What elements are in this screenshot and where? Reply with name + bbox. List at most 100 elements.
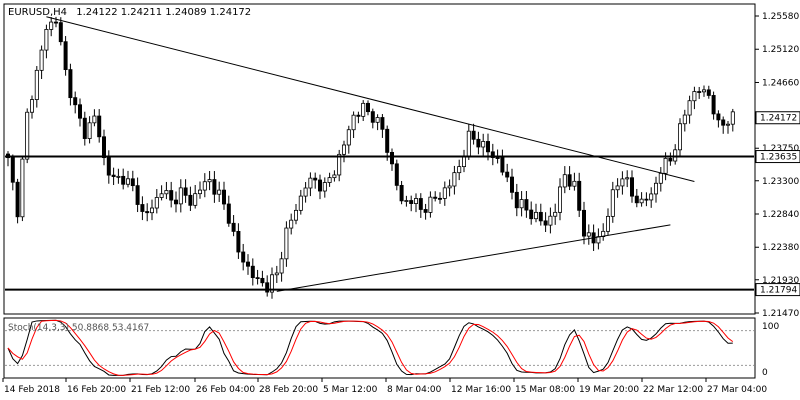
stochastic-oscillator — [5, 319, 754, 376]
candle-body — [293, 209, 298, 221]
candle-body — [567, 174, 572, 187]
candle-body — [457, 166, 462, 174]
candle-body — [678, 123, 683, 151]
candle-body — [322, 182, 327, 192]
candle-body — [687, 100, 692, 116]
candle-body — [543, 220, 548, 226]
time-tick-label: 22 Mar 12:00 — [643, 385, 703, 395]
candle-body — [34, 69, 39, 100]
main-chart-frame — [3, 3, 756, 315]
candle-body — [380, 117, 385, 130]
candle-body — [135, 185, 140, 205]
candle-body — [298, 195, 303, 211]
candle-body — [558, 186, 563, 213]
price-tick-label: 1.22380 — [762, 243, 799, 253]
candle-body — [394, 163, 399, 186]
candle-body — [716, 113, 721, 121]
candle-body — [289, 219, 294, 229]
candle-body — [514, 191, 519, 209]
candle-body — [437, 197, 442, 200]
time-tick-label: 19 Mar 20:00 — [579, 385, 639, 395]
candle-body — [341, 144, 346, 155]
time-tick-label: 16 Feb 20:00 — [67, 385, 126, 395]
candle-body — [284, 227, 289, 260]
support-level-tag — [755, 283, 800, 297]
candle-body — [519, 199, 524, 209]
candle-body — [212, 179, 217, 195]
candle-body — [481, 141, 486, 148]
time-tick-label: 28 Feb 20:00 — [259, 385, 318, 395]
candle-body — [548, 215, 553, 226]
candle-body — [399, 184, 404, 202]
time-tick-label: 5 Mar 12:00 — [323, 385, 378, 395]
candle-body — [221, 189, 226, 205]
candle-body — [423, 209, 428, 213]
candle-body — [226, 203, 231, 224]
candle-body — [250, 265, 255, 279]
candle-body — [193, 193, 198, 206]
candle-body — [63, 41, 68, 70]
candle-body — [404, 200, 409, 202]
price-tick-label: 1.22840 — [762, 210, 799, 220]
candle-body — [490, 151, 495, 158]
candle-body — [370, 111, 375, 123]
current-price-label: 1.24172 — [760, 114, 797, 124]
candle-body — [524, 199, 529, 211]
candle-body — [442, 187, 447, 199]
candle-body — [471, 130, 476, 140]
time-tick-label: 14 Feb 2018 — [4, 385, 60, 395]
candle-body — [274, 272, 279, 276]
candle-body — [178, 187, 183, 205]
candle-body — [241, 251, 246, 263]
candle-body — [140, 204, 145, 212]
candle-body — [102, 136, 107, 159]
price-tick-label: 1.24660 — [762, 78, 799, 88]
candle-body — [654, 182, 659, 195]
candle-body — [255, 277, 260, 280]
candle-body — [154, 197, 159, 209]
candle-body — [44, 29, 49, 51]
candle-body — [217, 189, 222, 195]
osc-top-value: 100 — [762, 322, 779, 332]
candle-body — [197, 189, 202, 195]
candle-body — [188, 194, 193, 206]
candle-body — [726, 123, 731, 126]
candle-body — [15, 181, 20, 218]
price-tick-label: 1.21470 — [762, 309, 799, 319]
candle-body — [476, 138, 481, 148]
candle-body — [332, 174, 337, 179]
candle-body — [529, 209, 534, 220]
price-tick-label: 1.21930 — [762, 276, 799, 286]
candle-body — [663, 157, 668, 174]
candle-body — [68, 69, 73, 99]
candle-body — [418, 198, 423, 210]
lower-trendline[interactable] — [276, 224, 671, 292]
candle-body — [485, 141, 490, 153]
candle-body — [673, 149, 678, 162]
current-price-tag — [755, 111, 800, 125]
candle-body — [20, 158, 25, 218]
candle-body — [711, 95, 716, 115]
candle-body — [202, 181, 207, 191]
lines-layer — [5, 16, 754, 292]
resistance-level-tag — [755, 150, 800, 164]
time-tick-label: 8 Mar 04:00 — [387, 385, 442, 395]
candle-body — [87, 122, 92, 139]
candle-body — [582, 209, 587, 237]
time-tick-label: 21 Feb 12:00 — [131, 385, 190, 395]
candle-body — [634, 195, 639, 204]
candle-body — [389, 152, 394, 165]
candle-body — [130, 178, 135, 187]
time-tick-label: 27 Mar 04:00 — [707, 385, 767, 395]
upper-trendline[interactable] — [46, 16, 695, 182]
candle-body — [365, 102, 370, 113]
time-tick-label: 12 Mar 16:00 — [451, 385, 511, 395]
candle-body — [308, 177, 313, 189]
candle-body — [447, 185, 452, 189]
candle-body — [106, 157, 111, 176]
time-tick-label: 15 Mar 08:00 — [515, 385, 575, 395]
candle-body — [385, 128, 390, 153]
candle-body — [78, 104, 83, 119]
